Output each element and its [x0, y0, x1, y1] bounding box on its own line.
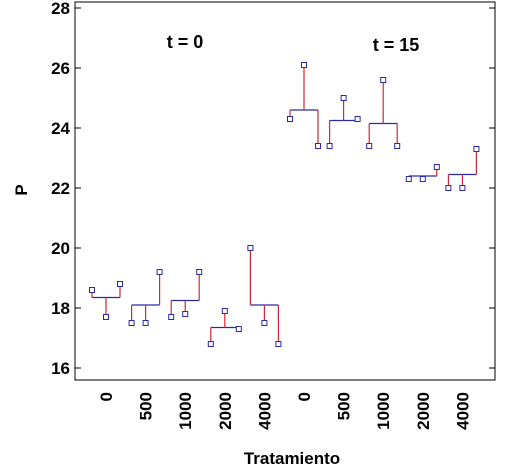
- data-point: [182, 311, 189, 317]
- data-point: [326, 143, 333, 149]
- data-point: [419, 176, 426, 182]
- data-point: [156, 269, 163, 275]
- data-point: [89, 287, 95, 293]
- group-0-t0: [89, 281, 123, 320]
- group-2000-t0: [207, 308, 242, 347]
- data-point: [354, 116, 361, 122]
- x-tick-label: 1000: [374, 392, 393, 430]
- data-marks: [89, 62, 480, 347]
- group-500-t15: [326, 95, 361, 149]
- y-tick-label: 18: [51, 299, 70, 318]
- group-500-t0: [128, 269, 163, 326]
- x-tick-label: 500: [335, 392, 354, 420]
- data-point: [340, 95, 347, 101]
- y-axis-title: P: [12, 184, 31, 195]
- y-axis: 16 18 20 22 24 26 28: [51, 0, 495, 378]
- group-0-t15: [287, 62, 321, 149]
- data-point: [168, 314, 175, 320]
- group-1000-t0: [168, 269, 203, 320]
- x-tick-label: 4000: [453, 392, 472, 430]
- data-point: [366, 143, 373, 149]
- data-point: [261, 320, 268, 326]
- y-tick-label: 22: [51, 179, 70, 198]
- data-point: [445, 185, 452, 191]
- data-point: [275, 341, 282, 347]
- x-axis-title: Tratamiento: [244, 449, 340, 466]
- data-point: [301, 62, 307, 68]
- data-point: [128, 320, 135, 326]
- data-point: [405, 176, 412, 182]
- data-point: [473, 146, 480, 152]
- x-tick-label: 1000: [176, 392, 195, 430]
- data-point: [394, 143, 401, 149]
- group-4000-t0: [247, 245, 282, 347]
- y-tick-label: 28: [51, 0, 70, 18]
- data-point: [433, 164, 440, 170]
- x-tick-label: 0: [97, 392, 116, 401]
- data-point: [207, 341, 214, 347]
- x-tick-label: 4000: [255, 392, 274, 430]
- y-tick-label: 26: [51, 59, 70, 78]
- group-4000-t15: [445, 146, 480, 191]
- x-tick-label: 2000: [216, 392, 235, 430]
- annotation-t0: t = 0: [167, 32, 204, 52]
- group-2000-t15: [405, 164, 440, 182]
- data-point: [142, 320, 149, 326]
- x-axis: 0 500 1000 2000 4000 0 500 1000 2000 4000: [97, 392, 472, 430]
- x-tick-label: 2000: [414, 392, 433, 430]
- data-point: [459, 185, 466, 191]
- data-point: [380, 77, 387, 83]
- y-tick-label: 20: [51, 239, 70, 258]
- data-point: [247, 245, 254, 251]
- data-point: [117, 281, 123, 287]
- y-tick-label: 16: [51, 359, 70, 378]
- data-point: [103, 314, 109, 320]
- x-tick-label: 0: [295, 392, 314, 401]
- data-point: [315, 143, 321, 149]
- data-point: [235, 326, 242, 332]
- plot-frame: [74, 1, 496, 381]
- data-point: [196, 269, 203, 275]
- data-point: [221, 308, 228, 314]
- data-point: [287, 116, 293, 122]
- annotation-t15: t = 15: [373, 35, 420, 55]
- y-tick-label: 24: [51, 119, 70, 138]
- group-1000-t15: [366, 77, 401, 149]
- x-tick-label: 500: [137, 392, 156, 420]
